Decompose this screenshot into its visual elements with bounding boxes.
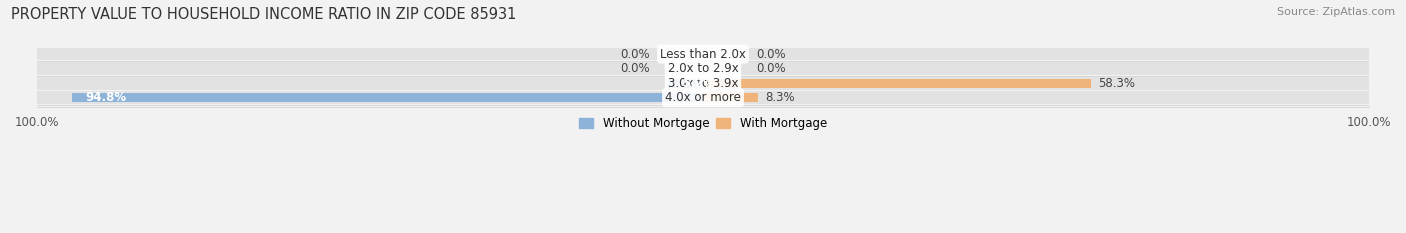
Bar bbox=[703, 62, 1369, 75]
Bar bbox=[703, 79, 1091, 88]
Text: 0.0%: 0.0% bbox=[756, 48, 786, 61]
Bar bbox=[703, 48, 1369, 60]
Text: 3.0x to 3.9x: 3.0x to 3.9x bbox=[668, 77, 738, 90]
Text: Source: ZipAtlas.com: Source: ZipAtlas.com bbox=[1277, 7, 1395, 17]
Bar bbox=[72, 93, 703, 102]
Text: PROPERTY VALUE TO HOUSEHOLD INCOME RATIO IN ZIP CODE 85931: PROPERTY VALUE TO HOUSEHOLD INCOME RATIO… bbox=[11, 7, 516, 22]
Text: 4.0x or more: 4.0x or more bbox=[665, 91, 741, 104]
Bar bbox=[37, 92, 703, 104]
Bar bbox=[703, 92, 1369, 104]
Bar bbox=[37, 48, 703, 60]
Bar bbox=[37, 62, 703, 75]
Text: 8.3%: 8.3% bbox=[765, 91, 794, 104]
Text: 58.3%: 58.3% bbox=[1098, 77, 1135, 90]
Bar bbox=[703, 93, 758, 102]
Text: 0.0%: 0.0% bbox=[756, 62, 786, 75]
Bar bbox=[668, 79, 703, 88]
Text: 0.0%: 0.0% bbox=[620, 48, 650, 61]
Bar bbox=[703, 77, 1369, 89]
Text: 2.0x to 2.9x: 2.0x to 2.9x bbox=[668, 62, 738, 75]
Text: Less than 2.0x: Less than 2.0x bbox=[659, 48, 747, 61]
Bar bbox=[37, 77, 703, 89]
Text: 94.8%: 94.8% bbox=[86, 91, 127, 104]
Text: 0.0%: 0.0% bbox=[620, 62, 650, 75]
Text: 5.2%: 5.2% bbox=[682, 77, 714, 90]
Legend: Without Mortgage, With Mortgage: Without Mortgage, With Mortgage bbox=[574, 112, 832, 134]
